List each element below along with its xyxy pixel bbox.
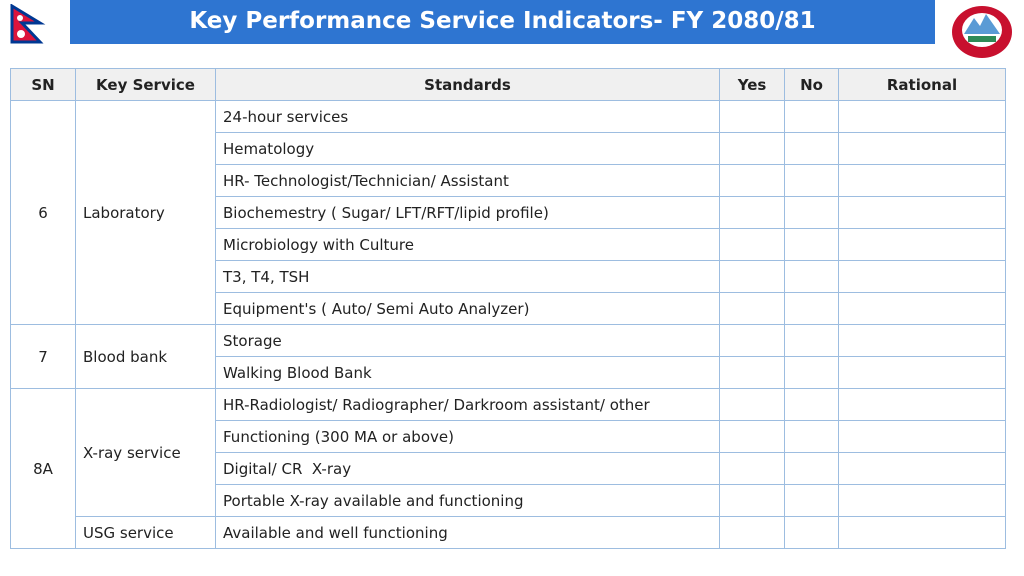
standard-cell: Microbiology with Culture xyxy=(215,228,720,261)
table-row: Portable X-ray available and functioning xyxy=(11,484,1006,517)
rational-cell xyxy=(838,420,1006,453)
table-row: 8A X-ray service HR-Radiologist/ Radiograp… xyxy=(10,388,1006,549)
table-row: Equipment's ( Auto/ Semi Auto Analyzer) xyxy=(11,292,1006,325)
table-row: Digital/ CR X-ray xyxy=(11,452,1006,485)
table-row: Hematology xyxy=(11,132,1006,165)
no-cell xyxy=(784,292,839,325)
rational-cell xyxy=(838,516,1006,549)
standard-cell: Storage xyxy=(215,324,720,357)
yes-cell xyxy=(719,452,785,485)
table-row: T3, T4, TSH xyxy=(11,260,1006,293)
yes-cell xyxy=(719,228,785,261)
column-header: Yes xyxy=(719,68,785,101)
no-cell xyxy=(784,100,839,133)
rational-cell xyxy=(838,484,1006,517)
no-cell xyxy=(784,228,839,261)
yes-cell xyxy=(719,516,785,549)
nepal-flag xyxy=(10,4,46,44)
standard-cell: Walking Blood Bank xyxy=(215,356,720,389)
table-row: 7 Blood bank Storage xyxy=(10,324,1006,389)
yes-cell xyxy=(719,260,785,293)
rational-cell xyxy=(838,132,1006,165)
standard-cell: Biochemestry ( Sugar/ LFT/RFT/lipid prof… xyxy=(215,196,720,229)
service-cell: X-ray service xyxy=(75,388,216,517)
no-cell xyxy=(784,484,839,517)
yes-cell xyxy=(719,196,785,229)
standard-cell: HR-Radiologist/ Radiographer/ Darkroom a… xyxy=(215,388,720,421)
no-cell xyxy=(784,516,839,549)
rational-cell xyxy=(838,164,1006,197)
table-row: 6 Laboratory 24-hour services xyxy=(10,100,1006,325)
no-cell xyxy=(784,324,839,357)
standard-cell: HR- Technologist/Technician/ Assistant xyxy=(215,164,720,197)
no-cell xyxy=(784,388,839,421)
no-cell xyxy=(784,132,839,165)
standard-cell: Available and well functioning xyxy=(215,516,720,549)
yes-cell xyxy=(719,100,785,133)
standard-cell: Hematology xyxy=(215,132,720,165)
table-row: Biochemestry ( Sugar/ LFT/RFT/lipid prof… xyxy=(11,196,1006,229)
yes-cell xyxy=(719,388,785,421)
standard-cell: T3, T4, TSH xyxy=(215,260,720,293)
yes-cell xyxy=(719,484,785,517)
service-cell: USG service xyxy=(75,516,216,549)
column-header: Standards xyxy=(215,68,720,101)
rational-cell xyxy=(838,356,1006,389)
standard-cell: Functioning (300 MA or above) xyxy=(215,420,720,453)
sn-cell: 8A xyxy=(10,388,76,549)
standard-cell: Digital/ CR X-ray xyxy=(215,452,720,485)
column-header: No xyxy=(784,68,839,101)
yes-cell xyxy=(719,420,785,453)
no-cell xyxy=(784,260,839,293)
yes-cell xyxy=(719,324,785,357)
no-cell xyxy=(784,356,839,389)
rational-cell xyxy=(838,260,1006,293)
no-cell xyxy=(784,164,839,197)
table-row: Walking Blood Bank xyxy=(11,356,1006,389)
standard-cell: 24-hour services xyxy=(215,100,720,133)
emblem xyxy=(952,6,1012,58)
column-header: Key Service xyxy=(75,68,216,101)
no-cell xyxy=(784,452,839,485)
header-row: SN Key Service Standards Yes No Rational xyxy=(10,68,1006,101)
no-cell xyxy=(784,420,839,453)
yes-cell xyxy=(719,132,785,165)
no-cell xyxy=(784,196,839,229)
service-cell: Blood bank xyxy=(75,324,216,389)
indicator-table: SN Key Service Standards Yes No Rational 6 Lab… xyxy=(10,68,1006,549)
standard-cell: Equipment's ( Auto/ Semi Auto Analyzer) xyxy=(215,292,720,325)
table-row: HR- Technologist/Technician/ Assistant xyxy=(11,164,1006,197)
standard-cell: Portable X-ray available and functioning xyxy=(215,484,720,517)
table-row: USG service Available and well functionin… xyxy=(11,516,1006,549)
column-header: Rational xyxy=(838,68,1006,101)
sn-cell: 7 xyxy=(10,324,76,389)
rational-cell xyxy=(838,324,1006,357)
rational-cell xyxy=(838,452,1006,485)
yes-cell xyxy=(719,164,785,197)
rational-cell xyxy=(838,100,1006,133)
table-body: 6 Laboratory 24-hour services Hematology HR-… xyxy=(10,100,1006,549)
yes-cell xyxy=(719,356,785,389)
rational-cell xyxy=(838,292,1006,325)
table-row: Functioning (300 MA or above) xyxy=(11,420,1006,453)
rational-cell xyxy=(838,228,1006,261)
service-cell: Laboratory xyxy=(75,100,216,325)
rational-cell xyxy=(838,388,1006,421)
column-header: SN xyxy=(10,68,76,101)
title: Key Performance Service Indicators- FY 2… xyxy=(70,0,935,44)
sn-cell: 6 xyxy=(10,100,76,325)
rational-cell xyxy=(838,196,1006,229)
yes-cell xyxy=(719,292,785,325)
